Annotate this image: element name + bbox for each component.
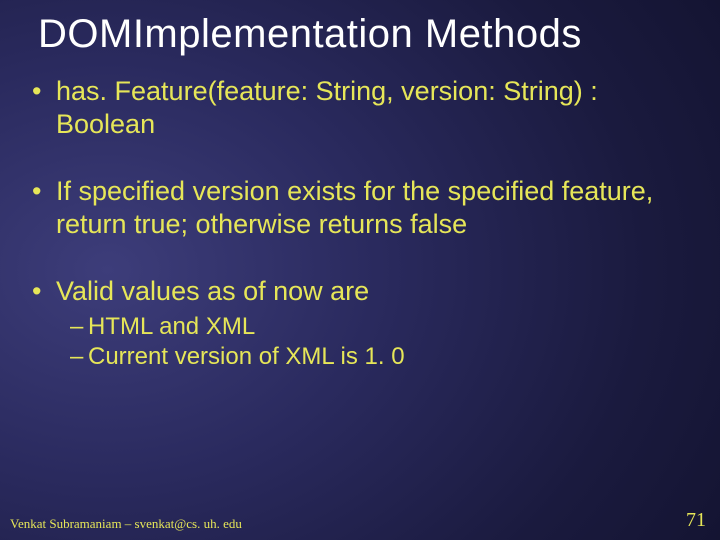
page-number: 71 [686, 509, 706, 532]
sub-bullet-item: Current version of XML is 1. 0 [70, 342, 692, 372]
bullet-text: If specified version exists for the spec… [56, 176, 653, 239]
bullet-item: Valid values as of now are HTML and XML … [32, 275, 692, 372]
slide: DOMImplementation Methods has. Feature(f… [0, 0, 720, 540]
footer-author: Venkat Subramaniam – svenkat@cs. uh. edu [10, 516, 242, 532]
sub-bullet-text: HTML and XML [88, 313, 255, 340]
bullet-item: has. Feature(feature: String, version: S… [32, 75, 692, 141]
sub-bullet-list: HTML and XML Current version of XML is 1… [56, 312, 692, 372]
bullet-list: has. Feature(feature: String, version: S… [28, 75, 692, 372]
bullet-text: has. Feature(feature: String, version: S… [56, 76, 598, 139]
bullet-item: If specified version exists for the spec… [32, 175, 692, 241]
sub-bullet-text: Current version of XML is 1. 0 [88, 343, 405, 370]
sub-bullet-item: HTML and XML [70, 312, 692, 342]
bullet-text: Valid values as of now are [56, 276, 369, 306]
slide-title: DOMImplementation Methods [38, 12, 692, 57]
